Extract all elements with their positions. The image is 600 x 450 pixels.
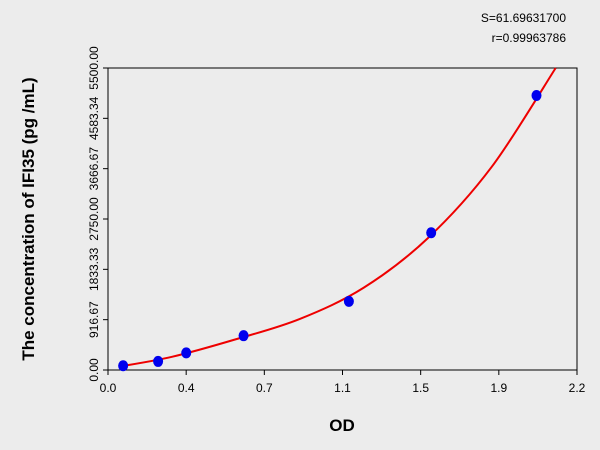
y-tick-label: 4583.34 <box>87 96 101 140</box>
x-tick-label: 1.9 <box>490 381 507 395</box>
data-point <box>343 295 354 307</box>
y-tick-label: 2750.00 <box>87 197 101 241</box>
x-axis-title: OD <box>329 416 355 435</box>
x-tick-label: 0.7 <box>256 381 273 395</box>
y-axis-title: The concentration of IFI35 (pg /mL) <box>19 77 38 360</box>
data-point <box>426 227 437 239</box>
data-point <box>238 330 249 342</box>
y-tick-label: 5500.00 <box>87 46 101 90</box>
x-tick-label: 1.1 <box>334 381 351 395</box>
y-tick-label: 916.67 <box>87 301 101 338</box>
plot-area <box>107 67 578 371</box>
data-point <box>153 355 164 367</box>
y-tick-label: 0.00 <box>87 358 101 382</box>
x-tick-label: 0.4 <box>178 381 195 395</box>
x-tick-label: 1.5 <box>412 381 429 395</box>
y-tick-label: 3666.67 <box>87 147 101 191</box>
x-tick-label: 2.2 <box>569 381 586 395</box>
y-tick-label: 1833.33 <box>87 247 101 291</box>
annotation: S=61.69631700 <box>481 11 566 25</box>
data-point <box>118 360 129 372</box>
annotation: r=0.99963786 <box>492 31 567 45</box>
x-tick-label: 0.0 <box>100 381 117 395</box>
data-point <box>531 89 542 101</box>
data-point <box>181 347 192 359</box>
